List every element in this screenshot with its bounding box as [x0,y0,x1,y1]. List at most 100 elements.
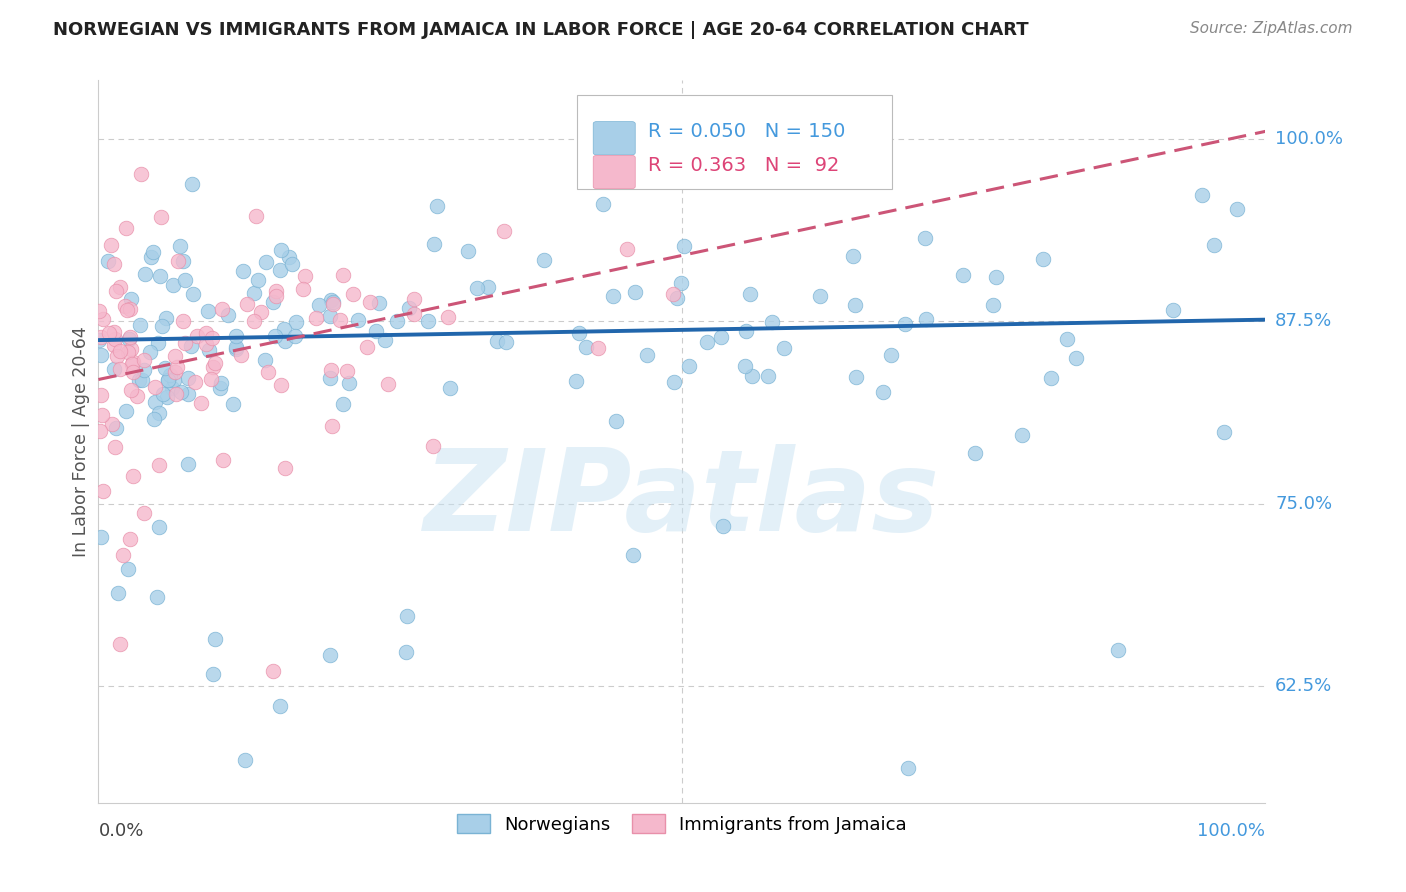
Point [108,637,131,651]
Point [270,377,292,392]
Point [477,280,499,294]
Point [305,311,328,326]
Point [359,295,381,310]
Point [225,340,247,354]
Point [198,343,221,358]
Point [165,386,187,401]
Point [284,315,307,329]
Point [250,305,273,319]
Point [592,197,614,211]
Point [225,342,247,356]
Point [89,425,111,439]
Point [264,284,287,298]
Point [204,356,226,370]
Point [208,381,231,395]
Point [416,313,439,327]
Point [155,390,177,404]
Text: ZIPatlas: ZIPatlas [423,444,941,555]
Point [142,244,165,259]
Point [143,412,166,426]
Point [243,286,266,301]
Point [121,365,143,379]
Point [346,313,368,327]
Point [1161,303,1184,318]
Point [1040,371,1063,385]
Point [174,336,197,351]
Point [122,469,145,483]
Point [115,404,138,418]
Point [1107,642,1129,657]
Point [242,314,264,328]
Point [217,308,239,322]
Point [231,264,253,278]
Text: 0.0%: 0.0% [98,822,143,839]
Point [131,373,153,387]
Point [115,220,138,235]
Point [963,446,986,460]
Point [844,298,866,312]
Point [112,548,135,562]
Point [186,329,208,343]
Point [91,408,114,422]
Point [367,296,389,310]
Point [664,375,686,389]
Point [245,209,267,223]
Point [669,276,692,290]
Point [710,330,733,344]
Point [332,397,354,411]
Point [673,239,696,253]
Point [894,317,917,331]
Point [666,292,689,306]
Point [952,268,974,282]
Point [184,375,207,389]
Point [222,397,245,411]
Point [122,355,145,369]
Point [104,332,127,346]
Text: 100.0%: 100.0% [1198,822,1265,839]
Point [128,318,150,332]
Point [335,364,357,378]
Point [602,289,624,303]
Point [104,440,127,454]
Point [254,255,277,269]
Point [246,273,269,287]
Point [172,313,194,327]
Text: 75.0%: 75.0% [1275,494,1333,513]
Point [200,331,222,345]
Point [103,257,125,271]
Point [98,326,121,340]
Point [492,224,515,238]
Point [319,363,342,377]
Point [636,348,658,362]
Point [756,368,779,383]
Point [321,419,343,434]
Point [149,269,172,284]
Point [624,285,647,300]
Point [319,370,342,384]
Point [91,483,114,498]
Point [104,420,127,434]
Point [294,268,316,283]
Point [915,312,938,326]
Point [1064,351,1087,365]
Point [120,342,142,356]
Point [132,352,155,367]
Point [981,298,1004,312]
Point [169,385,191,400]
Point [257,365,280,379]
Point [169,238,191,252]
Point [120,533,142,547]
Point [117,561,139,575]
Point [209,376,232,390]
Point [740,287,762,301]
Point [146,590,169,604]
Point [103,325,125,339]
Point [139,345,162,359]
Point [155,310,177,325]
Point [586,341,609,355]
Point [842,249,865,263]
Point [366,325,388,339]
Point [457,244,479,258]
Point [128,373,150,387]
Point [269,262,291,277]
